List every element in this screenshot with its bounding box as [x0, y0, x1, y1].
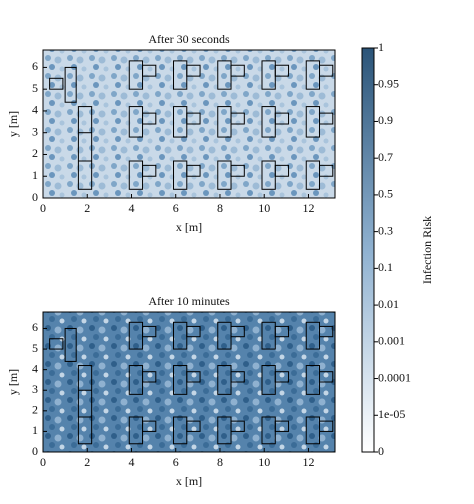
furniture: [274, 325, 290, 338]
furniture: [49, 77, 64, 90]
furniture: [186, 164, 201, 177]
y-tick-label: 4: [32, 103, 38, 117]
y-axis-label: y [m]: [6, 111, 20, 137]
colorbar-tick-label: 0.7: [378, 150, 393, 164]
y-axis-label: y [m]: [6, 369, 20, 395]
furniture: [274, 64, 290, 77]
x-tick-label: 2: [84, 455, 90, 469]
furniture: [230, 164, 245, 177]
furniture: [274, 371, 290, 383]
furniture: [274, 164, 290, 177]
y-tick-label: 3: [32, 382, 38, 396]
x-tick-label: 4: [128, 455, 134, 469]
plot-frame: [42, 49, 336, 199]
furniture: [274, 112, 290, 125]
furniture: [186, 420, 201, 432]
colorbar-label: Infection Risk: [420, 216, 434, 284]
colorbar-tick-label: 0: [378, 444, 384, 458]
colorbar-tick-label: 0.0001: [378, 370, 411, 384]
colorbar-tick-label: 0.9: [378, 113, 393, 127]
furniture: [142, 64, 157, 77]
furniture: [142, 112, 157, 125]
furniture: [230, 371, 245, 383]
furniture: [142, 371, 157, 383]
panel-title: After 30 seconds: [148, 32, 230, 46]
colorbar-tick-label: 0.5: [378, 187, 393, 201]
x-tick-label: 4: [128, 201, 134, 215]
x-tick-label: 6: [173, 455, 179, 469]
colorbar-tick-label: 0.01: [378, 297, 399, 311]
y-tick-label: 3: [32, 124, 38, 138]
y-tick-label: 0: [32, 190, 38, 204]
x-tick-label: 0: [40, 455, 46, 469]
x-tick-label: 2: [84, 201, 90, 215]
x-tick-label: 0: [40, 201, 46, 215]
x-tick-label: 10: [258, 201, 270, 215]
colorbar: [361, 47, 375, 453]
y-tick-label: 0: [32, 444, 38, 458]
x-tick-label: 6: [173, 201, 179, 215]
furniture: [230, 325, 245, 338]
y-tick-label: 2: [32, 146, 38, 160]
x-tick-label: 12: [302, 455, 314, 469]
y-tick-label: 1: [32, 168, 38, 182]
furniture: [77, 365, 93, 445]
y-tick-label: 5: [32, 341, 38, 355]
furniture: [319, 325, 334, 338]
colorbar-tick-label: 0.95: [378, 76, 399, 90]
x-tick-label: 12: [302, 201, 314, 215]
furniture: [319, 64, 334, 77]
x-tick-label: 10: [258, 455, 270, 469]
furniture: [186, 112, 201, 125]
furniture: [274, 420, 290, 432]
furniture: [230, 420, 245, 432]
plot-frame: [42, 311, 336, 453]
furniture: [77, 106, 93, 190]
y-tick-label: 6: [32, 59, 38, 73]
panel-title: After 10 minutes: [148, 294, 230, 308]
furniture: [319, 371, 334, 383]
furniture: [49, 338, 64, 350]
x-axis-label: x [m]: [176, 220, 202, 234]
furniture: [142, 164, 157, 177]
colorbar-tick-label: 0.001: [378, 334, 405, 348]
x-tick-label: 8: [217, 201, 223, 215]
furniture: [230, 112, 245, 125]
y-tick-label: 5: [32, 81, 38, 95]
furniture: [64, 327, 77, 362]
x-tick-label: 8: [217, 455, 223, 469]
furniture: [142, 325, 157, 338]
furniture: [186, 64, 201, 77]
colorbar-tick-label: 0.3: [378, 223, 393, 237]
furniture: [319, 164, 334, 177]
furniture: [319, 112, 334, 125]
furniture: [186, 325, 201, 338]
y-tick-label: 4: [32, 361, 38, 375]
furniture: [319, 420, 334, 432]
x-axis-label: x [m]: [176, 474, 202, 488]
furniture: [230, 64, 245, 77]
colorbar-tick-label: 1e-05: [378, 407, 405, 421]
furniture: [186, 371, 201, 383]
y-tick-label: 6: [32, 320, 38, 334]
furniture: [64, 66, 77, 103]
colorbar-tick-label: 0.1: [378, 260, 393, 274]
y-tick-label: 2: [32, 403, 38, 417]
y-tick-label: 1: [32, 423, 38, 437]
colorbar-tick-label: 1: [378, 40, 384, 54]
furniture: [142, 420, 157, 432]
